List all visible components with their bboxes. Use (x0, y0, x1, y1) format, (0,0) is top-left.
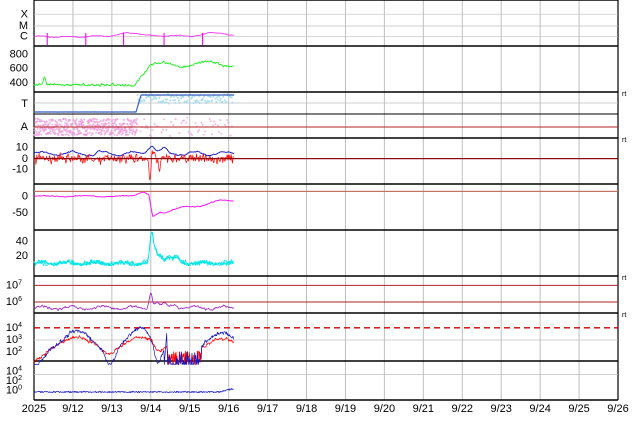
svg-text:800: 800 (10, 49, 28, 61)
svg-text:9/26: 9/26 (607, 403, 628, 415)
svg-text:9/18: 9/18 (296, 403, 317, 415)
svg-text:40: 40 (16, 236, 28, 248)
svg-text:rt: rt (622, 91, 626, 98)
svg-text:9/21: 9/21 (413, 403, 434, 415)
svg-text:rt: rt (622, 312, 626, 319)
svg-text:9/14: 9/14 (140, 403, 161, 415)
svg-text:9/16: 9/16 (218, 403, 239, 415)
svg-text:9/22: 9/22 (452, 403, 473, 415)
svg-text:20: 20 (16, 250, 28, 262)
svg-text:C: C (20, 31, 28, 43)
svg-text:10: 10 (16, 142, 28, 154)
svg-text:-10: -10 (12, 163, 28, 175)
svg-text:9/12: 9/12 (62, 403, 83, 415)
svg-text:2025: 2025 (22, 403, 46, 415)
svg-text:rt: rt (622, 137, 626, 144)
svg-text:9/19: 9/19 (335, 403, 356, 415)
svg-text:-50: -50 (12, 207, 28, 219)
svg-text:9/23: 9/23 (490, 403, 511, 415)
svg-text:0: 0 (22, 190, 28, 202)
svg-text:9/24: 9/24 (529, 403, 550, 415)
svg-text:9/15: 9/15 (179, 403, 200, 415)
svg-text:rt: rt (622, 275, 626, 282)
svg-text:9/13: 9/13 (101, 403, 122, 415)
svg-text:600: 600 (10, 63, 28, 75)
svg-text:A: A (21, 121, 29, 133)
svg-text:9/17: 9/17 (257, 403, 278, 415)
svg-text:X: X (21, 8, 29, 20)
svg-text:T: T (21, 98, 28, 110)
svg-text:9/20: 9/20 (374, 403, 395, 415)
svg-text:9/25: 9/25 (568, 403, 589, 415)
svg-text:400: 400 (10, 77, 28, 89)
